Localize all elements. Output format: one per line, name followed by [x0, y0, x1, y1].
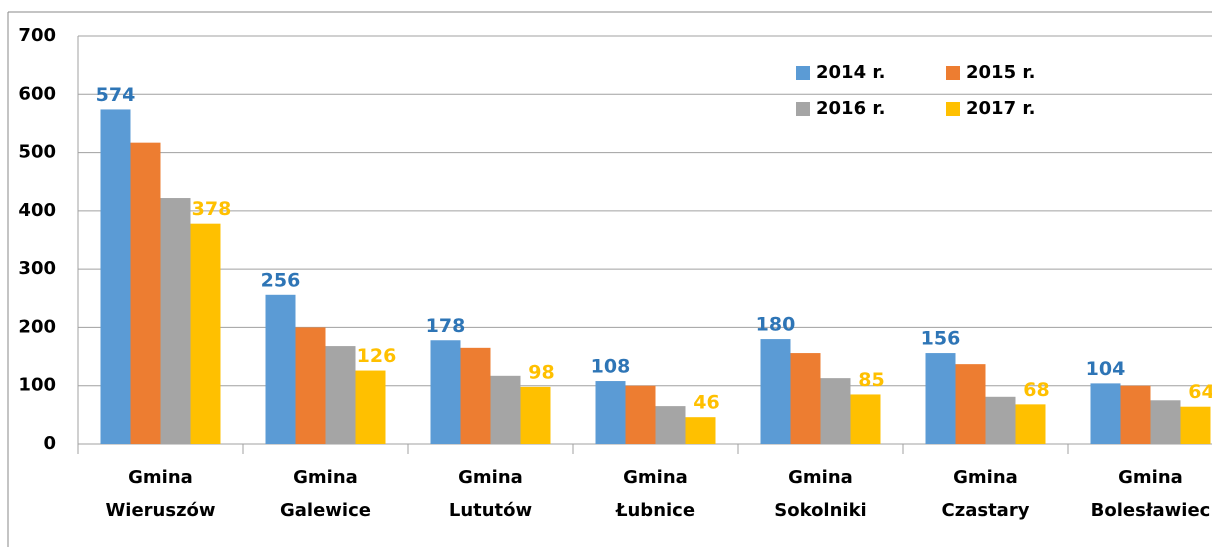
data-label: 178	[426, 315, 466, 337]
x-tick-label: Gmina Sokolniki	[774, 467, 866, 521]
y-tick-label: 500	[18, 142, 56, 163]
bar	[1090, 383, 1121, 444]
x-tick-label: Gmina Łubnice	[615, 467, 695, 521]
legend-label: 2014 r.	[816, 62, 886, 83]
data-label: 256	[261, 269, 301, 291]
x-tick-label: Gmina Lututów	[449, 467, 532, 521]
bar	[820, 378, 851, 444]
y-tick-label: 400	[18, 200, 56, 221]
y-tick-label: 700	[18, 25, 56, 46]
bar	[100, 109, 131, 444]
bar	[985, 396, 1016, 444]
bar	[460, 347, 491, 444]
data-label: 104	[1086, 358, 1126, 380]
bar	[595, 381, 626, 444]
bar	[430, 340, 461, 444]
data-label: 85	[858, 369, 884, 391]
bar	[655, 406, 686, 444]
x-tick-label: Gmina Galewice	[280, 467, 371, 521]
bar	[760, 339, 791, 444]
legend-label: 2015 r.	[966, 62, 1036, 83]
bar	[160, 198, 191, 444]
bar	[295, 327, 326, 444]
data-label: 68	[1023, 379, 1049, 401]
data-label: 156	[921, 328, 961, 350]
bar	[1180, 406, 1211, 444]
data-label: 98	[528, 361, 554, 383]
data-label: 574	[96, 84, 136, 106]
legend-swatch	[796, 66, 810, 80]
data-label: 46	[693, 392, 719, 414]
y-tick-label: 100	[18, 375, 56, 396]
legend-swatch	[946, 102, 960, 116]
legend-swatch	[796, 102, 810, 116]
data-label: 64	[1188, 381, 1212, 403]
legend-label: 2017 r.	[966, 98, 1036, 119]
y-tick-label: 300	[18, 258, 56, 279]
data-label: 108	[591, 356, 631, 378]
bar	[490, 375, 521, 444]
legend-swatch	[946, 66, 960, 80]
bar	[265, 294, 296, 444]
legend-label: 2016 r.	[816, 98, 886, 119]
y-tick-label: 0	[43, 433, 56, 454]
x-tick-label: Gmina Czastary	[942, 467, 1030, 521]
bar	[625, 385, 656, 444]
y-tick-label: 200	[18, 316, 56, 337]
bar	[325, 346, 356, 444]
x-tick-label: Gmina Wieruszów	[105, 467, 215, 521]
x-tick-label: Gmina Bolesławiec	[1091, 467, 1211, 521]
bar	[850, 394, 881, 444]
bar	[190, 223, 221, 444]
bar	[955, 364, 986, 444]
data-label: 378	[192, 198, 232, 220]
data-label: 126	[357, 345, 397, 367]
bar	[790, 353, 821, 444]
bar	[1150, 400, 1181, 444]
bar	[685, 417, 716, 444]
bar	[130, 142, 161, 445]
bar	[355, 370, 386, 444]
y-tick-label: 600	[18, 83, 56, 104]
bar	[925, 353, 956, 444]
data-label: 180	[756, 314, 796, 336]
bar	[1015, 404, 1046, 444]
bar	[1120, 385, 1151, 444]
bar	[520, 386, 551, 444]
